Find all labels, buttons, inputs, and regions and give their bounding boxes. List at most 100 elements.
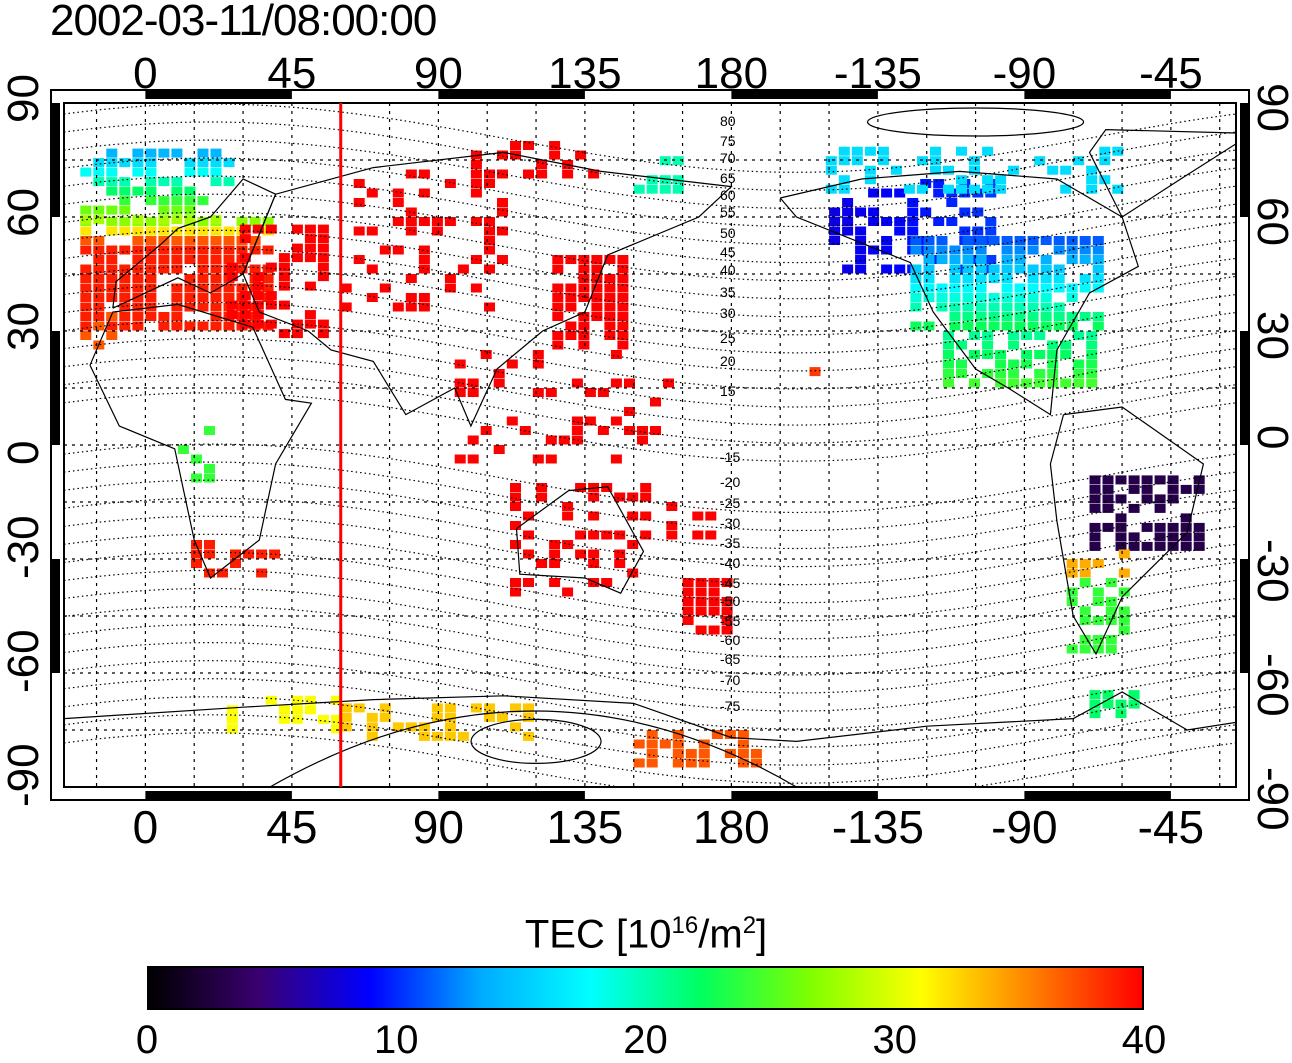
- tec-cell: [493, 378, 505, 388]
- tec-cell: [695, 597, 707, 606]
- contour-label: 45: [720, 244, 736, 260]
- contour-label: -25: [720, 495, 740, 511]
- tec-cell: [1118, 549, 1130, 559]
- tec-cell: [171, 196, 183, 206]
- tec-cell: [470, 169, 482, 179]
- tec-cell: [809, 367, 821, 377]
- tec-cell: [1128, 541, 1140, 551]
- tec-cell: [317, 243, 329, 253]
- tec-cell: [239, 300, 251, 310]
- tec-cell: [204, 540, 215, 549]
- tec-cell: [484, 703, 495, 713]
- tec-cell: [956, 175, 967, 185]
- tec-cell: [80, 264, 92, 274]
- tec-cell: [366, 188, 378, 198]
- tec-cell: [379, 703, 391, 713]
- tec-cell: [243, 549, 255, 559]
- tec-cell: [1118, 587, 1130, 597]
- tec-cell: [1102, 494, 1114, 504]
- tec-cell: [910, 245, 922, 255]
- tec-cell: [392, 722, 404, 732]
- tec-cell: [379, 712, 391, 722]
- tec-cell: [265, 300, 277, 310]
- tec-cell: [340, 712, 352, 722]
- tec-cell: [682, 606, 694, 616]
- dip-contour: [64, 265, 1236, 336]
- tec-cell: [1086, 369, 1098, 378]
- tec-cell: [304, 234, 316, 244]
- tec-cell: [536, 559, 548, 568]
- tec-cell: [881, 188, 893, 198]
- tec-cell: [197, 293, 209, 302]
- tec-cell: [184, 196, 196, 206]
- contour-label: -65: [720, 651, 740, 667]
- tec-cell: [132, 236, 144, 245]
- tec-cell: [93, 255, 105, 264]
- lon-tick-bottom: -135: [831, 801, 924, 853]
- tec-cell: [1060, 340, 1072, 350]
- tec-cell: [93, 293, 105, 302]
- tec-cell: [1066, 644, 1078, 654]
- tec-cell: [838, 184, 850, 194]
- tec-cell: [1066, 312, 1078, 321]
- tec-cell: [405, 722, 417, 732]
- tec-cell: [1092, 321, 1104, 331]
- tec-cell: [708, 606, 720, 616]
- tec-cell: [995, 175, 1007, 185]
- tec-cell: [132, 321, 144, 331]
- tec-cell: [923, 236, 935, 245]
- tec-cell: [184, 186, 196, 196]
- tec-cell: [721, 625, 733, 635]
- tec-cell: [119, 302, 131, 312]
- tec-cell: [1066, 559, 1078, 568]
- tec-cell: [1040, 264, 1052, 274]
- tec-cell: [578, 283, 590, 293]
- tec-cell: [1066, 587, 1078, 597]
- contour-label: -35: [720, 535, 740, 551]
- tec-cell: [223, 236, 235, 245]
- tec-cell: [536, 160, 548, 169]
- tec-cell: [1066, 568, 1078, 578]
- tec-cell: [851, 156, 863, 166]
- tec-cell: [923, 245, 935, 255]
- tec-cell: [1128, 475, 1140, 485]
- tec-cell: [1154, 541, 1166, 551]
- tec-cell: [223, 226, 235, 236]
- tec-cell: [536, 483, 548, 492]
- tec-cell: [838, 156, 850, 166]
- tec-cell: [484, 217, 495, 226]
- tec-cell: [627, 492, 639, 502]
- tec-cell: [637, 426, 648, 435]
- tec-cell: [1118, 625, 1130, 635]
- tec-cell: [145, 167, 157, 177]
- tec-cell: [317, 319, 329, 329]
- tec-cell: [962, 274, 974, 283]
- tec-cell: [1053, 274, 1065, 283]
- tec-cell: [145, 245, 157, 255]
- dip-contour: [64, 533, 1236, 604]
- tec-cell: [1066, 255, 1078, 264]
- tec-cell: [119, 158, 131, 168]
- tec-cell: [956, 184, 967, 194]
- tec-cell: [943, 378, 954, 388]
- tec-cell: [1141, 541, 1153, 551]
- coastline: [64, 691, 1236, 743]
- tec-cell: [236, 283, 248, 293]
- tec-cell: [223, 293, 235, 302]
- tec-cell: [265, 695, 277, 705]
- tec-cell: [985, 226, 997, 236]
- tec-cell: [552, 283, 564, 293]
- tec-cell: [497, 207, 508, 217]
- tec-cell: [708, 625, 720, 635]
- tec-cell: [1040, 274, 1052, 283]
- tec-cell: [659, 156, 671, 166]
- tec-cell: [1115, 513, 1127, 523]
- tec-cell: [578, 340, 590, 350]
- tec-cell: [1105, 635, 1117, 644]
- tec-cell: [640, 511, 652, 521]
- tec-cell: [972, 207, 984, 217]
- tec-cell: [962, 312, 974, 321]
- tec-cell: [930, 156, 941, 166]
- tec-cell: [1079, 635, 1091, 644]
